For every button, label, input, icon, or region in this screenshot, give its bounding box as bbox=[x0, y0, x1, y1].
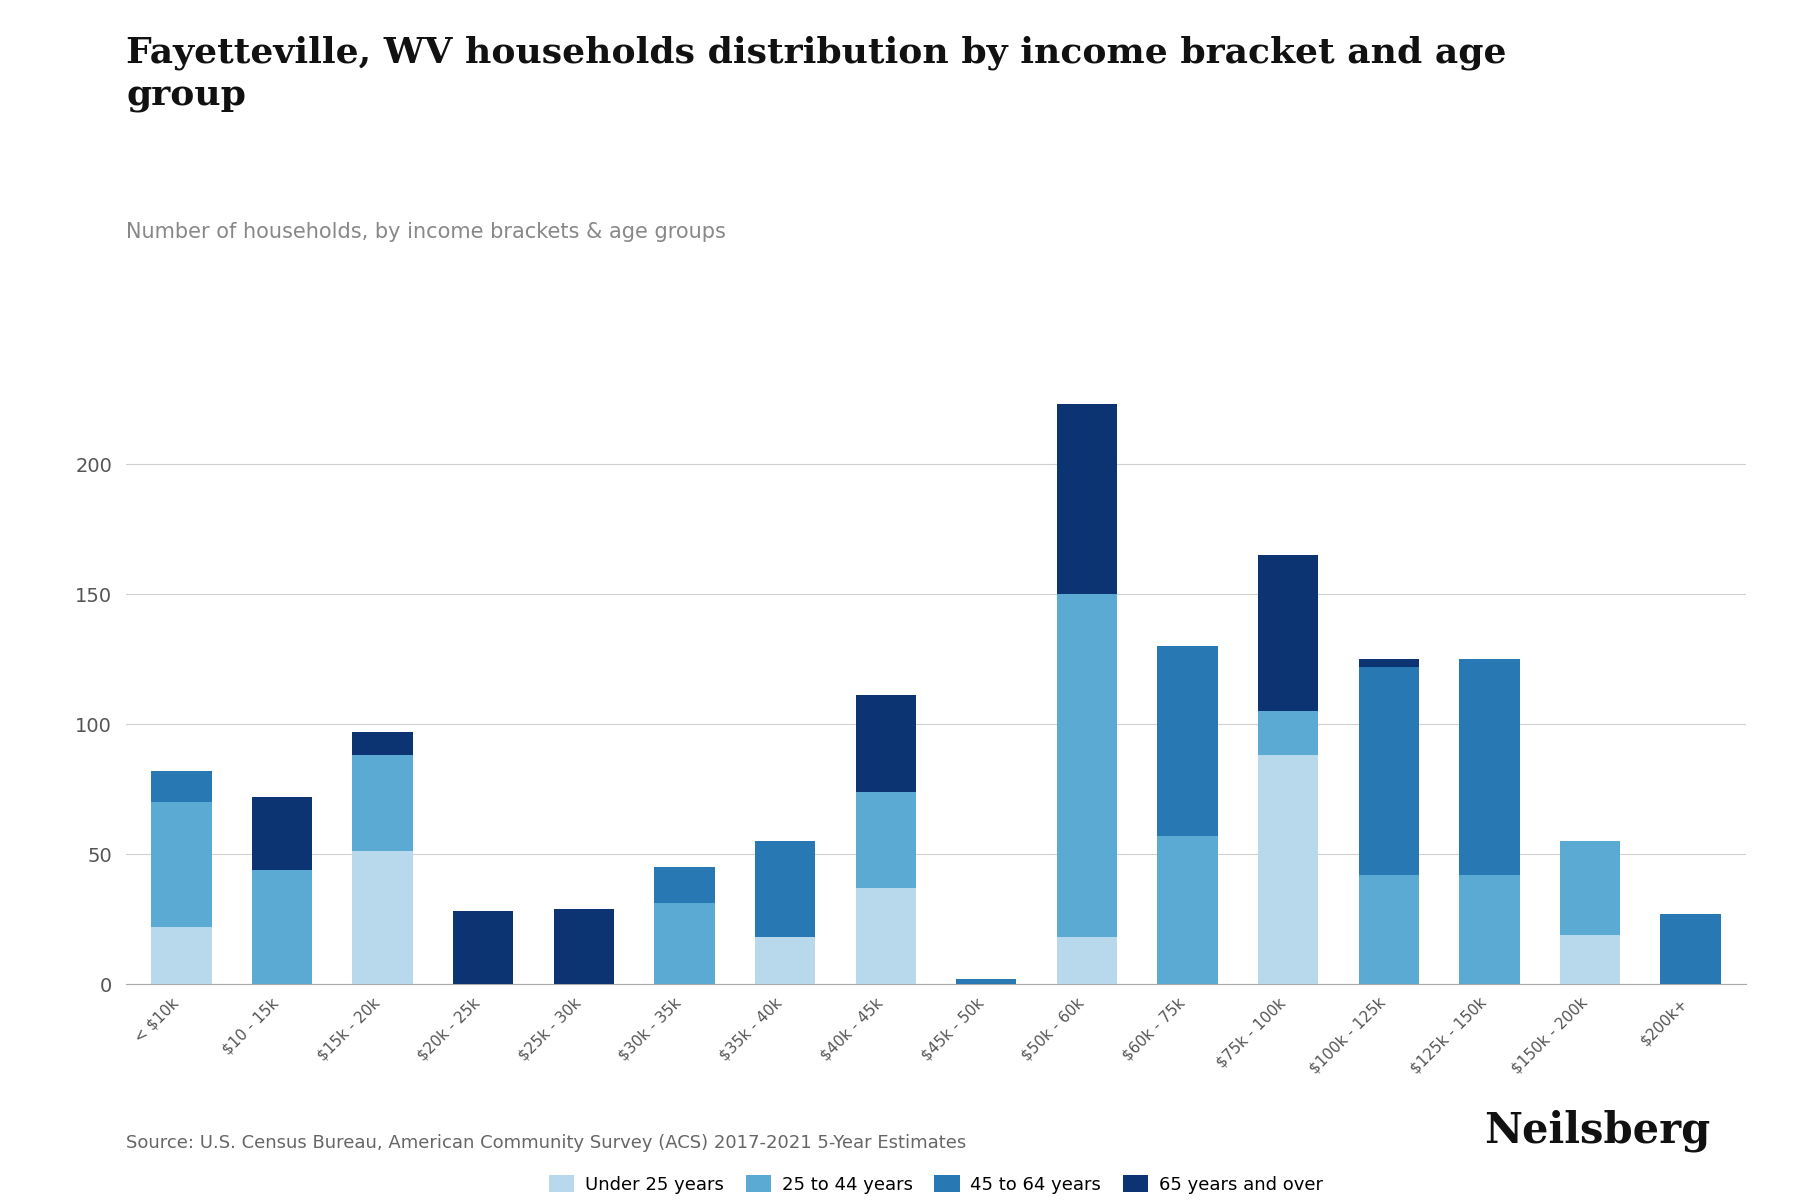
Bar bbox=[1157, 646, 1219, 835]
Bar bbox=[252, 797, 311, 870]
Bar bbox=[956, 979, 1017, 984]
Bar bbox=[353, 755, 412, 852]
Bar bbox=[754, 841, 815, 937]
Bar bbox=[151, 926, 212, 984]
Bar bbox=[1561, 841, 1620, 935]
Bar bbox=[151, 802, 212, 926]
Bar bbox=[1359, 667, 1418, 875]
Bar bbox=[353, 852, 412, 984]
Bar bbox=[1258, 755, 1318, 984]
Bar bbox=[1561, 935, 1620, 984]
Text: Number of households, by income brackets & age groups: Number of households, by income brackets… bbox=[126, 222, 725, 242]
Bar bbox=[1460, 875, 1519, 984]
Bar bbox=[1258, 710, 1318, 755]
Bar bbox=[252, 870, 311, 984]
Bar bbox=[1460, 659, 1519, 875]
Bar bbox=[754, 937, 815, 984]
Bar bbox=[353, 732, 412, 755]
Text: Fayetteville, WV households distribution by income bracket and age
group: Fayetteville, WV households distribution… bbox=[126, 36, 1507, 113]
Bar bbox=[1258, 554, 1318, 710]
Bar bbox=[1359, 875, 1418, 984]
Text: Source: U.S. Census Bureau, American Community Survey (ACS) 2017-2021 5-Year Est: Source: U.S. Census Bureau, American Com… bbox=[126, 1134, 967, 1152]
Bar bbox=[653, 866, 715, 904]
Bar bbox=[653, 904, 715, 984]
Bar bbox=[1057, 594, 1118, 937]
Bar bbox=[151, 770, 212, 802]
Bar bbox=[1057, 404, 1118, 594]
Bar bbox=[554, 908, 614, 984]
Bar bbox=[855, 696, 916, 792]
Bar bbox=[855, 792, 916, 888]
Legend: Under 25 years, 25 to 44 years, 45 to 64 years, 65 years and over: Under 25 years, 25 to 44 years, 45 to 64… bbox=[542, 1168, 1330, 1200]
Bar bbox=[1660, 914, 1721, 984]
Bar bbox=[454, 911, 513, 984]
Bar bbox=[1057, 937, 1118, 984]
Text: Neilsberg: Neilsberg bbox=[1483, 1110, 1710, 1152]
Bar bbox=[1157, 835, 1219, 984]
Bar bbox=[855, 888, 916, 984]
Bar bbox=[1359, 659, 1418, 667]
